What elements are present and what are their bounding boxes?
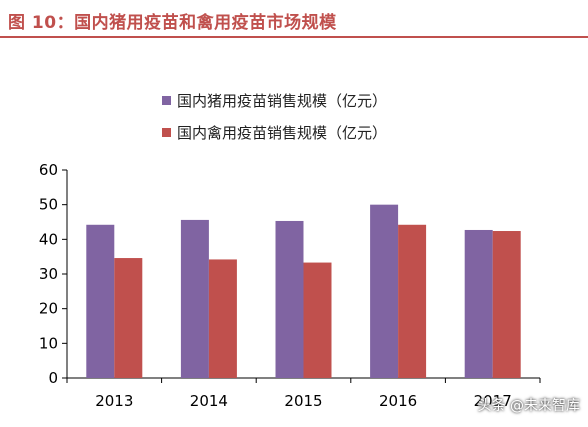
bar-poultry-2013 [114,258,143,378]
y-tick-label: 0 [48,369,58,387]
legend-swatch-pig [162,95,171,105]
y-tick-label: 30 [39,265,58,283]
legend-item-poultry: 国内禽用疫苗销售规模（亿元） [162,116,387,148]
y-tick-label: 60 [39,161,58,179]
bar-pig-2017 [464,229,493,378]
x-tick-label: 2014 [190,392,228,410]
bar-poultry-2015 [303,262,332,378]
bar-poultry-2014 [208,259,237,378]
legend: 国内猪用疫苗销售规模（亿元） 国内禽用疫苗销售规模（亿元） [162,84,387,148]
x-tick-label: 2013 [95,392,133,410]
bar-chart: 0 10 20 30 40 50 60 2013 2014 2015 2016 2017 [39,161,541,410]
chart-title: 图 10：国内猪用疫苗和禽用疫苗市场规模 [8,13,337,33]
bar-pig-2015 [275,220,304,378]
y-tick-label: 20 [39,300,58,318]
legend-swatch-poultry [162,127,171,137]
bar-pig-2013 [86,224,115,378]
y-tick-label: 10 [39,334,58,352]
y-tick-label: 50 [39,196,58,214]
x-tick-label: 2015 [284,392,322,410]
x-tick-label: 2017 [474,392,512,410]
title-bar: 图 10：国内猪用疫苗和禽用疫苗市场规模 [0,0,588,38]
legend-item-pig: 国内猪用疫苗销售规模（亿元） [162,84,387,116]
bar-pig-2014 [180,219,209,378]
bar-poultry-2017 [492,231,521,378]
y-tick-label: 40 [39,230,58,248]
bar-poultry-2016 [398,224,427,378]
legend-label-poultry: 国内禽用疫苗销售规模（亿元） [177,123,388,142]
x-tick-label: 2016 [379,392,417,410]
bar-pig-2016 [370,204,399,378]
legend-label-pig: 国内猪用疫苗销售规模（亿元） [177,91,388,110]
watermark: 头条 @未来智库 [477,398,580,414]
